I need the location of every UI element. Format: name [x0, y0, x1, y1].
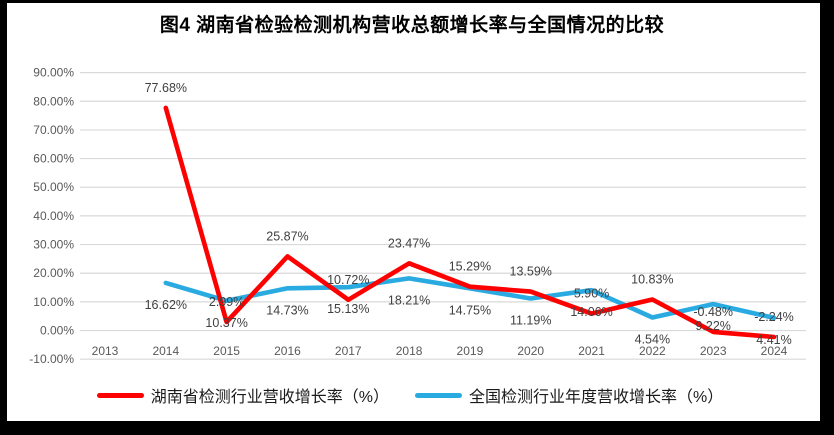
data-label-national: 9.22%	[695, 319, 730, 333]
y-axis-tick-label: 90.00%	[33, 66, 74, 80]
x-axis-tick-label: 2021	[578, 344, 605, 358]
data-label-national: 18.21%	[388, 293, 430, 307]
data-label-national: 15.13%	[327, 302, 369, 316]
y-axis-tick-label: -10.00%	[29, 352, 74, 366]
x-axis-tick-label: 2019	[457, 344, 484, 358]
y-axis-tick-label: 50.00%	[33, 180, 74, 194]
data-label-national: 11.19%	[510, 313, 551, 327]
data-label-national: 14.06%	[570, 305, 612, 319]
data-label-hunan: 13.59%	[510, 265, 552, 279]
legend-item-hunan: 湖南省检测行业营收增长率（%）	[96, 383, 389, 407]
data-label-national: 4.54%	[635, 333, 670, 347]
x-axis-tick-label: 2022	[639, 344, 666, 358]
legend-item-national: 全国检测行业年度营收增长率（%）	[415, 383, 723, 407]
y-axis-tick-label: 20.00%	[33, 266, 74, 280]
data-label-national: 10.37%	[205, 316, 247, 330]
x-axis-tick-label: 2023	[700, 344, 727, 358]
legend-label-hunan: 湖南省检测行业营收增长率（%）	[150, 389, 389, 406]
x-axis-tick-label: 2015	[213, 344, 240, 358]
legend-line-icon-hunan	[96, 392, 144, 398]
y-axis-tick-label: 40.00%	[33, 209, 74, 223]
data-label-hunan: 10.72%	[327, 273, 369, 287]
chart-legend: 湖南省检测行业营收增长率（%） 全国检测行业年度营收增长率（%）	[0, 383, 820, 407]
x-axis-tick-label: 2020	[517, 344, 544, 358]
y-axis-tick-label: 10.00%	[33, 295, 74, 309]
data-label-hunan: -0.48%	[693, 305, 733, 319]
data-label-hunan: 10.83%	[631, 273, 673, 287]
data-label-hunan: 23.47%	[388, 236, 430, 250]
y-axis-tick-label: 70.00%	[33, 123, 74, 137]
y-axis-tick-label: 0.00%	[40, 324, 74, 338]
legend-line-icon-national	[415, 392, 462, 398]
y-axis-tick-label: 30.00%	[33, 238, 74, 252]
legend-label-national: 全国检测行业年度营收增长率（%）	[469, 389, 724, 406]
data-label-hunan: -2.24%	[754, 310, 794, 324]
x-axis-tick-label: 2024	[761, 344, 788, 358]
y-axis-tick-label: 60.00%	[33, 152, 74, 166]
x-axis-tick-label: 2014	[152, 344, 179, 358]
data-label-hunan: 5.90%	[574, 287, 609, 301]
data-label-national: 14.73%	[266, 303, 308, 317]
x-axis-tick-label: 2017	[335, 344, 362, 358]
data-label-national: 14.75%	[449, 303, 491, 317]
data-label-hunan: 2.99%	[209, 295, 244, 309]
y-axis-tick-label: 80.00%	[33, 94, 74, 108]
data-label-hunan: 15.29%	[449, 260, 491, 274]
x-axis-tick-label: 2018	[396, 344, 423, 358]
data-label-national: 16.62%	[145, 298, 187, 312]
data-label-hunan: 77.68%	[145, 81, 187, 95]
data-label-hunan: 25.87%	[266, 229, 308, 243]
data-label-national: 4.41%	[756, 333, 791, 347]
series-line-hunan	[163, 105, 777, 340]
chart-title: 图4 湖南省检验检测机构营收总额增长率与全国情况的比较	[159, 15, 665, 36]
x-axis-tick-label: 2013	[92, 344, 119, 358]
x-axis-tick-label: 2016	[274, 344, 301, 358]
